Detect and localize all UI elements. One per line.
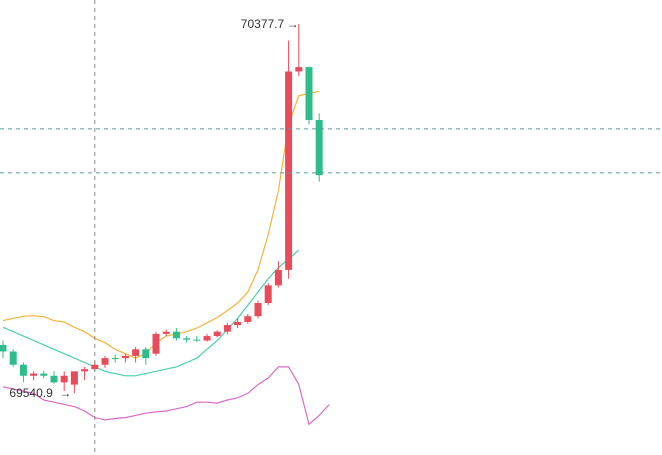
candle-body	[81, 369, 89, 372]
candle	[285, 40, 293, 279]
candle	[305, 66, 313, 125]
candle	[142, 347, 150, 365]
candle-body	[30, 373, 38, 376]
candle	[152, 331, 160, 356]
candle-body	[121, 355, 129, 359]
candle-body	[60, 375, 68, 383]
low-arrow: →	[59, 386, 71, 400]
candle-body	[264, 285, 272, 303]
candle	[111, 354, 119, 363]
candle-body	[9, 351, 17, 365]
candle-body	[111, 358, 119, 360]
candle-body	[101, 358, 109, 365]
candle-body	[152, 333, 160, 354]
candle	[81, 366, 89, 381]
candle	[30, 371, 38, 381]
candle-body	[295, 67, 303, 72]
candle	[234, 318, 242, 329]
candle	[223, 322, 231, 334]
low-annotation: 69540.9	[9, 386, 53, 400]
candle	[274, 261, 282, 288]
ma-line	[2, 90, 320, 359]
candle-body	[203, 336, 211, 341]
candle	[295, 24, 303, 76]
candle	[60, 371, 68, 392]
candle	[254, 300, 262, 319]
candle-body	[244, 316, 252, 322]
candle	[0, 340, 7, 359]
candle-body	[223, 325, 231, 332]
candle	[121, 353, 129, 363]
candle-body	[162, 331, 170, 334]
candle	[40, 370, 48, 378]
candle	[213, 330, 221, 338]
candle-body	[305, 67, 313, 120]
candle	[19, 362, 27, 383]
indicator-lines	[2, 90, 330, 426]
candle	[70, 371, 78, 393]
candles	[0, 24, 323, 393]
candle-body	[172, 331, 180, 339]
band-lower-line	[2, 366, 330, 426]
candle	[244, 314, 252, 324]
candle	[132, 347, 140, 363]
candle-body	[132, 349, 140, 356]
candle-body	[19, 364, 27, 376]
candle-body	[254, 302, 262, 317]
candle	[193, 336, 201, 342]
candle-body	[183, 338, 191, 340]
candle-body	[285, 71, 293, 270]
candle	[172, 328, 180, 341]
candle	[101, 355, 109, 368]
candle-body	[193, 339, 201, 341]
candle-body	[40, 373, 48, 376]
high-annotation: 70377.7	[241, 17, 285, 31]
candle	[264, 283, 272, 306]
candle	[203, 333, 211, 342]
high-arrow: →	[287, 17, 299, 31]
candle	[183, 336, 191, 343]
candle-body	[91, 364, 99, 370]
candle	[50, 371, 58, 384]
candle	[9, 349, 17, 367]
candle-body	[70, 371, 78, 385]
candle-body	[315, 119, 323, 176]
candle	[315, 113, 323, 182]
candle-body	[213, 331, 221, 337]
candle-body	[234, 321, 242, 326]
band-upper-line	[2, 249, 300, 377]
candle-body	[50, 375, 58, 383]
candle	[162, 329, 170, 337]
candle-body	[142, 349, 150, 359]
candle-body	[274, 269, 282, 286]
candle-body	[0, 344, 7, 352]
